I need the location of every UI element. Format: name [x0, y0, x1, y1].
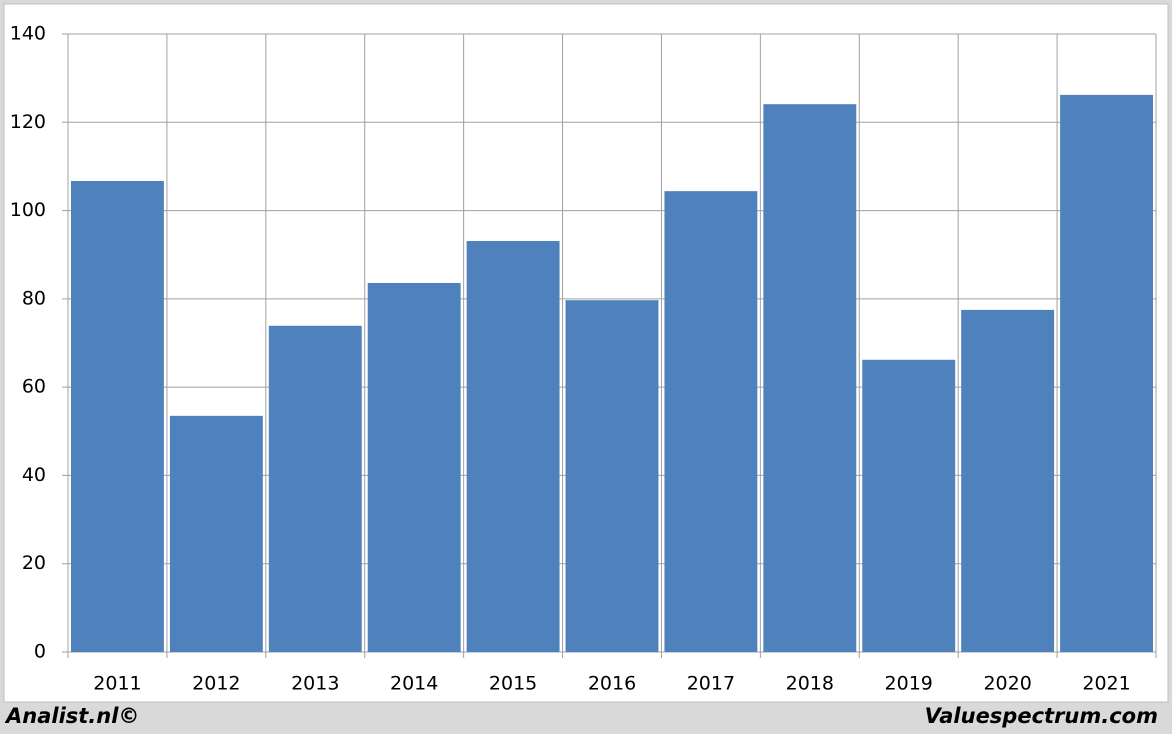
x-tick-label: 2012 [192, 673, 240, 695]
source-right: Valuespectrum.com [925, 704, 1158, 728]
x-tick-label: 2016 [588, 673, 636, 695]
x-tick-label: 2018 [786, 673, 834, 695]
y-tick-label: 20 [22, 552, 46, 574]
bar [862, 359, 956, 652]
x-tick-label: 2015 [489, 673, 537, 695]
y-tick-label: 140 [10, 23, 46, 45]
x-tick-label: 2013 [291, 673, 339, 695]
source-left: Analist.nl© [4, 704, 139, 728]
x-tick-label: 2014 [390, 673, 438, 695]
bar [268, 325, 362, 652]
bar [1060, 94, 1153, 653]
bar [367, 282, 461, 652]
bar [961, 309, 1055, 652]
bar [664, 191, 758, 653]
x-tick-label: 2011 [93, 673, 141, 695]
y-tick-label: 120 [10, 111, 46, 133]
y-tick-label: 0 [34, 641, 46, 663]
x-tick-label: 2019 [885, 673, 933, 695]
bar [169, 415, 263, 652]
bar [71, 180, 164, 652]
y-tick-label: 40 [22, 464, 46, 486]
bar [466, 241, 560, 652]
x-tick-label: 2017 [687, 673, 735, 695]
x-tick-label: 2021 [1082, 673, 1130, 695]
x-tick-label: 2020 [983, 673, 1031, 695]
y-tick-label: 100 [10, 199, 46, 221]
bar [565, 300, 659, 652]
y-tick-label: 80 [22, 287, 46, 309]
bar [763, 104, 857, 653]
y-tick-label: 60 [22, 376, 46, 398]
